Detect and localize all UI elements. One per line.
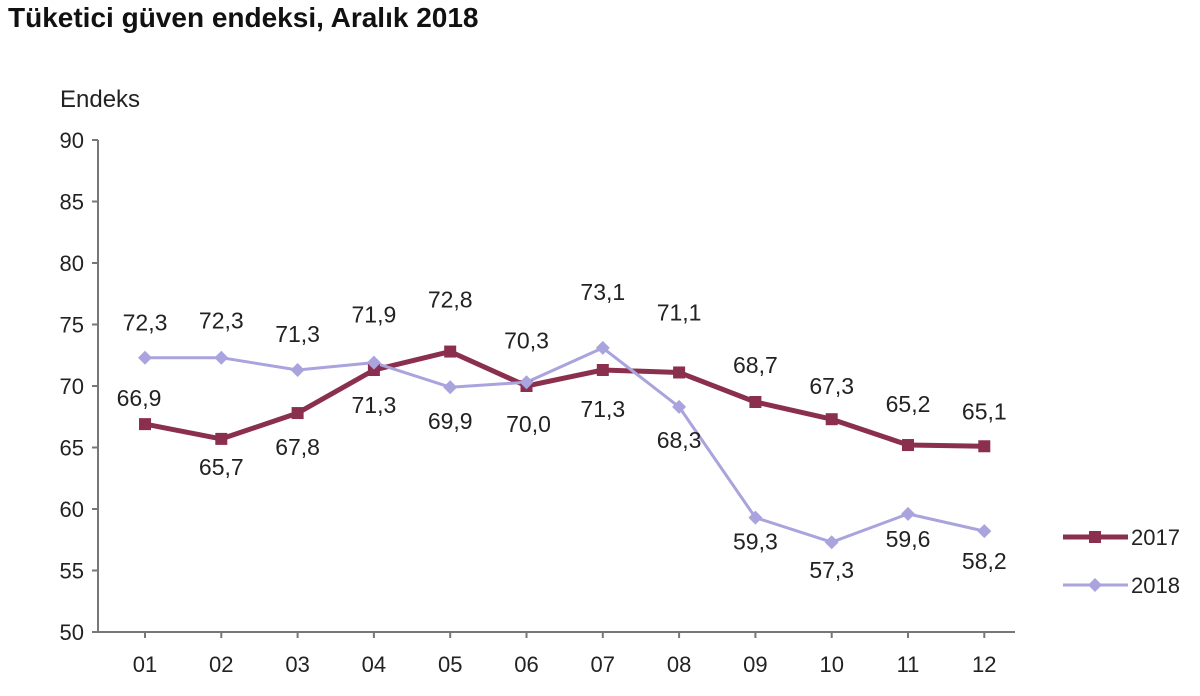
y-tick-label: 50 [60,620,84,645]
x-tick-label: 01 [133,652,157,677]
series-lines [144,346,985,544]
marker-2018-07 [595,340,610,355]
data-label-2017-08: 71,1 [657,299,702,325]
y-tick-label: 80 [60,251,84,276]
chart-title: Tüketici güven endeksi, Aralık 2018 [8,2,479,33]
marker-2017-12 [978,440,991,453]
data-label-2018-06: 70,3 [504,327,549,353]
y-tick-label: 90 [60,128,84,153]
marker-2018-01 [138,350,152,365]
data-label-2018-04: 71,9 [352,302,397,328]
data-label-2018-03: 71,3 [275,321,320,347]
series-line-2018 [145,346,985,544]
marker-2017-05 [444,345,457,358]
y-tick-label: 85 [60,190,84,215]
marker-2017-11 [902,439,914,452]
marker-2018-09 [748,510,763,525]
legend-marker-2018 [1088,578,1102,592]
data-label-2017-02: 65,7 [199,454,244,480]
marker-2018-11 [901,506,915,521]
data-label-2018-05: 69,9 [428,408,473,434]
data-label-2018-09: 59,3 [733,529,778,555]
marker-2017-10 [825,413,838,426]
data-label-2017-11: 65,2 [886,391,931,417]
x-tick-label: 02 [209,652,233,677]
marker-2018-02 [214,350,229,365]
y-tick-label: 75 [60,313,84,338]
marker-2018-04 [366,355,381,370]
x-tick-label: 08 [667,652,691,677]
data-label-2017-06: 70,0 [506,411,551,437]
marker-2018-08 [672,399,687,414]
y-tick-label: 65 [60,436,84,461]
x-tick-label: 05 [438,652,462,677]
marker-2017-07 [596,364,609,377]
data-label-2017-09: 68,7 [733,352,778,378]
data-label-2018-08: 68,3 [657,427,702,453]
data-label-2018-11: 59,6 [886,526,931,552]
marker-2017-02 [215,432,228,445]
data-label-2017-07: 71,3 [580,396,625,422]
x-tick-label: 06 [514,652,538,677]
marker-2018-10 [824,535,839,550]
data-labels: 66,9 65,7 67,8 71,3 72,8 70,0 71,3 71,1 68,7 67,3… [117,279,1007,583]
marker-2018-12 [977,524,992,539]
x-tick-label: 03 [285,652,309,677]
data-label-2018-07: 73,1 [580,279,625,305]
data-label-2017-04: 71,3 [352,392,397,418]
data-label-2017-12: 65,1 [962,398,1007,424]
legend-label-2018: 2018 [1131,573,1180,598]
marker-2018-03 [290,363,305,378]
marker-2017-03 [291,407,304,420]
series-line-2017 [144,349,985,449]
y-tick-label: 70 [60,374,84,399]
x-tick-label: 04 [362,652,386,677]
data-label-2018-01: 72,3 [123,310,168,336]
y-tick-label: 55 [60,559,84,584]
marker-2017-09 [749,395,762,408]
axes: 50 55 60 65 70 75 80 85 90 01 02 03 04 05 06 07 08 09 10 11… [60,128,1015,677]
x-tick-label: 07 [591,652,615,677]
legend-label-2017: 2017 [1131,525,1180,550]
data-label-2018-12: 58,2 [962,548,1007,574]
data-label-2017-03: 67,8 [275,434,320,460]
markers [138,340,992,550]
x-tick-label: 10 [819,652,843,677]
data-label-2018-10: 57,3 [809,557,854,583]
data-label-2017-05: 72,8 [428,287,473,313]
data-label-2017-01: 66,9 [117,385,162,411]
marker-2017-04 [367,364,380,377]
legend: 2017 2018 [1063,525,1180,598]
x-tick-label: 09 [743,652,767,677]
data-label-2018-02: 72,3 [199,308,244,334]
data-label-2017-10: 67,3 [809,373,854,399]
x-tick-label: 12 [972,652,996,677]
x-tick-label: 11 [897,652,920,677]
marker-2018-05 [443,380,458,395]
legend-marker-2017 [1089,531,1101,543]
y-axis-title: Endeks [60,86,140,113]
marker-2017-08 [673,366,686,379]
y-tick-label: 60 [60,497,84,522]
marker-2018-06 [519,375,534,390]
marker-2017-01 [139,418,151,431]
